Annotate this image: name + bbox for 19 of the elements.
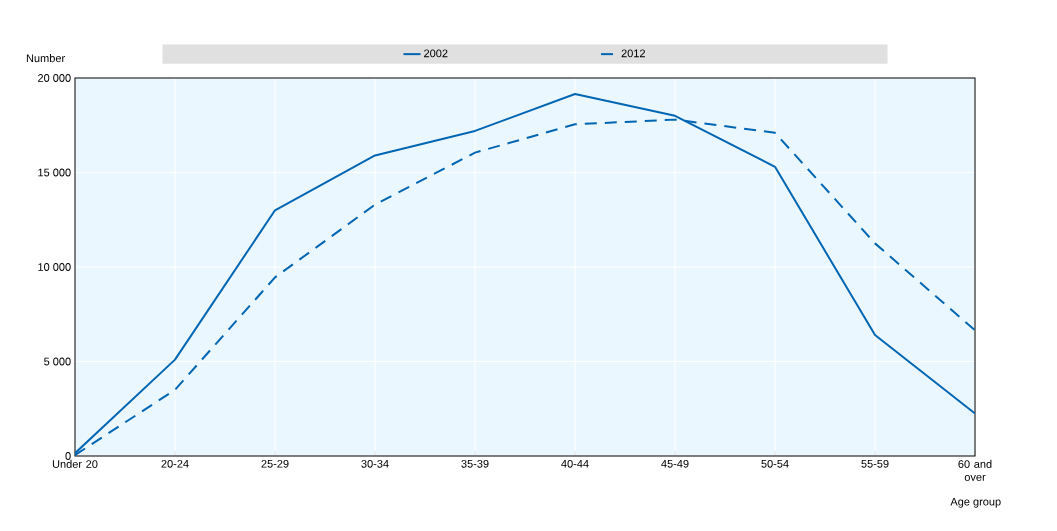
- x-tick-label: 55-59: [861, 459, 889, 468]
- legend-label: 2002: [424, 49, 448, 58]
- y-tick-label: 20 000: [38, 74, 71, 82]
- x-tick-label: 35-39: [461, 459, 489, 468]
- x-tick-label: 50-54: [761, 459, 789, 468]
- y-tick-label: 15 000: [38, 168, 71, 177]
- x-tick-label: 25-29: [261, 459, 289, 468]
- y-tick-label: 0: [65, 452, 71, 460]
- x-tick-label: 45-49: [661, 459, 689, 468]
- x-tick-label: Under 20: [52, 459, 98, 468]
- x-tick-label: 60 and over: [958, 459, 992, 481]
- x-axis-title: Age group: [950, 497, 1001, 508]
- x-tick-label: 20-24: [161, 459, 189, 468]
- y-tick-label: 10 000: [38, 263, 71, 271]
- y-tick-label: 5 000: [44, 357, 71, 366]
- y-axis-title: Number: [26, 54, 65, 63]
- x-tick-label: 40-44: [561, 459, 589, 468]
- x-tick-label: 30-34: [361, 459, 389, 468]
- legend-label: 2012: [621, 49, 645, 58]
